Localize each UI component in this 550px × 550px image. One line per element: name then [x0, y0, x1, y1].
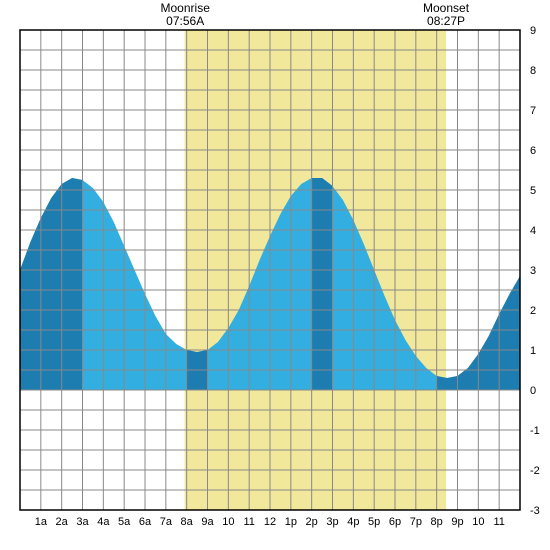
x-tick-label: 8p [431, 516, 443, 528]
x-tick-label: 2a [56, 516, 69, 528]
y-tick-label: 6 [530, 145, 536, 157]
x-tick-label: 7a [160, 516, 173, 528]
y-tick-label: -2 [530, 465, 540, 477]
y-tick-label: 3 [530, 265, 536, 277]
x-tick-label: 12 [264, 516, 276, 528]
x-tick-label: 1a [35, 516, 48, 528]
moonset-label: Moonset [423, 1, 470, 15]
x-tick-label: 8a [181, 516, 194, 528]
x-tick-label: 10 [222, 516, 234, 528]
moonset-time: 08:27P [427, 14, 465, 28]
moonrise-label: Moonrise [161, 1, 211, 15]
x-tick-label: 7p [410, 516, 422, 528]
x-tick-label: 3a [76, 516, 89, 528]
y-tick-label: 1 [530, 345, 536, 357]
x-tick-label: 11 [243, 516, 254, 528]
x-tick-label: 5p [368, 516, 380, 528]
y-tick-label: 9 [530, 25, 536, 37]
x-tick-label: 10 [472, 516, 484, 528]
x-tick-label: 4p [347, 516, 359, 528]
x-tick-label: 9p [451, 516, 463, 528]
x-tick-label: 4a [97, 516, 110, 528]
x-tick-label: 2p [306, 516, 318, 528]
x-tick-label: 11 [493, 516, 504, 528]
tide-chart: 1a2a3a4a5a6a7a8a9a1011121p2p3p4p5p6p7p8p… [0, 0, 550, 550]
chart-svg: 1a2a3a4a5a6a7a8a9a1011121p2p3p4p5p6p7p8p… [0, 0, 550, 550]
y-tick-label: 5 [530, 185, 536, 197]
x-tick-label: 5a [118, 516, 131, 528]
y-tick-label: -3 [530, 505, 540, 517]
moonrise-time: 07:56A [166, 14, 204, 28]
y-tick-label: -1 [530, 425, 540, 437]
y-tick-label: 2 [530, 305, 536, 317]
y-tick-label: 8 [530, 65, 536, 77]
y-tick-label: 0 [530, 385, 536, 397]
x-tick-label: 6a [139, 516, 152, 528]
x-tick-label: 1p [285, 516, 297, 528]
y-tick-label: 4 [530, 225, 536, 237]
x-tick-label: 9a [201, 516, 214, 528]
x-tick-label: 6p [389, 516, 401, 528]
x-tick-label: 3p [326, 516, 338, 528]
y-tick-label: 7 [530, 105, 536, 117]
